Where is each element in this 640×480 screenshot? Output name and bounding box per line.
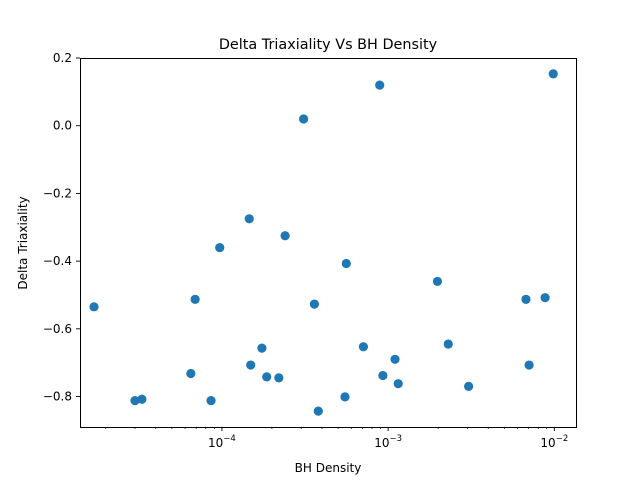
- data-point: [186, 368, 196, 379]
- y-tick-label: −0.8: [43, 390, 72, 404]
- y-tick-label: −0.6: [43, 322, 72, 336]
- data-point: [340, 392, 350, 402]
- x-tick-label: 10−3: [374, 434, 402, 450]
- data-point: [375, 80, 385, 90]
- data-point: [244, 214, 254, 224]
- data-point: [378, 370, 388, 381]
- chart-title: Delta Triaxiality Vs BH Density: [219, 37, 438, 53]
- y-axis-ticks: 0.2 0.0 −0.2 −0.4 −0.6 −0.8: [43, 51, 80, 404]
- data-point: [298, 114, 309, 124]
- data-point: [393, 379, 403, 389]
- data-point: [524, 360, 534, 370]
- y-tick-label: −0.4: [43, 254, 72, 268]
- data-point: [89, 302, 99, 312]
- data-point: [309, 299, 319, 309]
- data-point: [521, 294, 531, 304]
- y-tick-label: 0.0: [53, 119, 72, 133]
- data-point: [390, 354, 400, 364]
- data-point: [257, 343, 267, 353]
- data-points: [89, 69, 558, 416]
- data-point: [137, 394, 147, 404]
- axes-frame: [80, 58, 577, 428]
- x-tick-label: 10−2: [540, 434, 568, 450]
- data-point: [215, 242, 225, 253]
- data-point: [540, 293, 550, 303]
- data-point: [432, 276, 443, 287]
- data-point: [246, 360, 256, 370]
- y-tick-label: 0.2: [53, 51, 72, 65]
- x-axis-label: BH Density: [295, 461, 362, 475]
- data-point: [280, 231, 290, 241]
- data-point: [130, 395, 140, 406]
- data-point: [206, 395, 216, 406]
- x-axis-ticks: 10−4 10−3 10−2: [105, 427, 568, 450]
- data-point: [262, 372, 272, 382]
- data-point: [358, 342, 369, 352]
- data-point: [548, 69, 558, 79]
- plot-area: [80, 58, 577, 428]
- data-point: [464, 381, 474, 391]
- x-tick-label: 10−4: [208, 434, 236, 450]
- data-point: [274, 373, 284, 383]
- y-axis-label: Delta Triaxiality: [16, 196, 30, 289]
- data-point: [190, 294, 200, 304]
- y-tick-label: −0.2: [43, 186, 72, 200]
- data-point: [341, 258, 351, 269]
- data-point: [443, 339, 453, 349]
- data-point: [313, 406, 323, 416]
